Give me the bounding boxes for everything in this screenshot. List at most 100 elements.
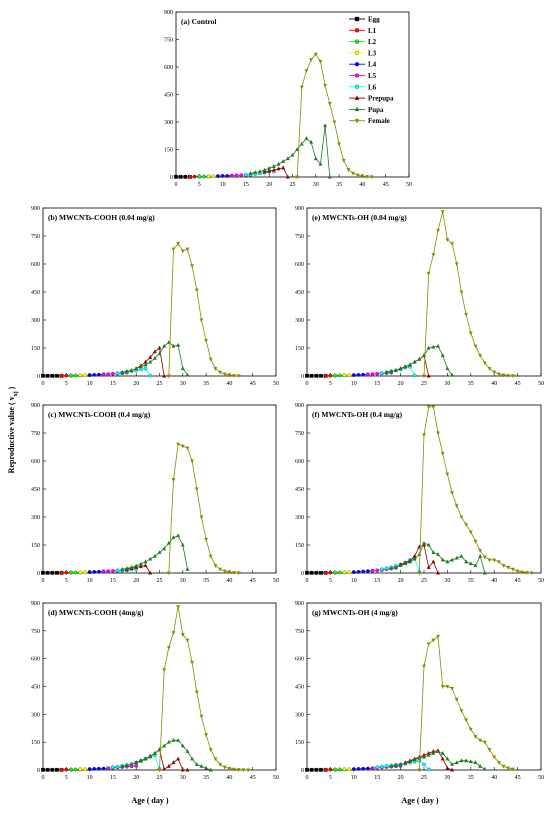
data-point	[464, 718, 469, 723]
x-tick-label: 40	[491, 578, 497, 584]
x-tick-label: 0	[306, 381, 309, 387]
panel-b: 0 150 300 450 600 750 900 0 5 10 15 20 25 30 35 40 45 50 (…	[31, 206, 279, 387]
legend-label: L4	[368, 61, 377, 69]
data-point	[180, 633, 185, 637]
data-point	[216, 174, 220, 178]
data-point	[162, 546, 167, 551]
data-point	[176, 756, 181, 761]
data-point	[431, 344, 436, 349]
panel-title: (f) MWCNTs-OH (0.4 mg/g)	[312, 410, 403, 419]
data-point	[124, 762, 129, 767]
panel-title: (c) MWCNTs-COOH (0.4 mg/g)	[48, 410, 151, 419]
data-point	[347, 767, 351, 772]
data-point	[510, 767, 515, 772]
data-point	[83, 767, 87, 772]
data-point	[111, 765, 115, 770]
y-tick-label: 300	[31, 712, 40, 718]
data-point	[208, 554, 213, 559]
data-point	[257, 169, 262, 174]
data-point	[152, 355, 157, 360]
data-point	[417, 551, 422, 556]
x-tick-label: 20	[133, 775, 139, 781]
data-point	[202, 174, 206, 179]
data-point	[134, 366, 139, 371]
data-point	[148, 556, 153, 561]
legend-item: Egg	[349, 16, 380, 24]
x-tick-label: 5	[329, 578, 332, 584]
panel-title: (d) MWCNTs-COOH (4mg/g)	[48, 608, 144, 617]
data-point	[305, 570, 309, 575]
series-female	[166, 241, 241, 379]
data-point	[171, 478, 176, 483]
data-point	[408, 759, 412, 764]
y-tick-label: 0	[301, 571, 304, 577]
data-point	[59, 570, 64, 575]
data-point	[276, 161, 281, 166]
y-tick-label: 150	[295, 346, 304, 352]
data-point	[222, 569, 227, 574]
data-point	[180, 444, 185, 449]
data-point	[360, 174, 365, 179]
data-point	[426, 565, 431, 569]
data-point	[314, 767, 319, 772]
data-point	[115, 371, 120, 376]
data-point	[398, 366, 403, 371]
data-point	[492, 370, 497, 375]
data-point	[398, 563, 403, 568]
data-point	[384, 566, 389, 571]
data-point	[78, 570, 83, 575]
x-tick-label: 40	[226, 578, 232, 584]
data-point	[139, 367, 143, 372]
y-tick-label: 900	[164, 10, 173, 16]
data-point	[355, 173, 360, 178]
data-point	[318, 59, 323, 64]
y-tick-label: 450	[31, 290, 40, 296]
data-point	[370, 766, 375, 770]
data-point	[422, 374, 426, 379]
data-point	[450, 372, 455, 377]
data-point	[436, 228, 440, 233]
data-point	[267, 168, 272, 173]
y-tick-label: 300	[295, 515, 304, 521]
x-tick-label: 20	[398, 381, 404, 387]
plot-frame	[306, 602, 542, 771]
data-point	[199, 714, 204, 719]
data-point	[171, 760, 176, 765]
data-point	[227, 373, 232, 378]
y-tick-label: 0	[37, 768, 40, 774]
series-prepupa	[398, 542, 440, 575]
data-point	[83, 570, 87, 575]
data-point	[101, 766, 106, 771]
data-point	[333, 767, 337, 772]
data-point	[180, 767, 185, 772]
data-point	[138, 364, 143, 369]
data-point	[426, 642, 431, 647]
data-point	[337, 767, 342, 772]
data-point	[59, 373, 64, 378]
x-tick-label: 15	[110, 381, 116, 387]
y-tick-label: 600	[295, 657, 304, 663]
data-point	[333, 570, 337, 575]
data-point	[309, 58, 314, 63]
data-point	[440, 684, 445, 689]
series-female	[295, 52, 374, 180]
data-point	[403, 761, 408, 766]
data-point	[464, 522, 469, 527]
y-tick-label: 900	[295, 601, 304, 607]
legend-item: L2	[349, 38, 377, 46]
x-tick-label: 25	[421, 578, 427, 584]
data-point	[227, 767, 232, 771]
data-point	[332, 120, 337, 125]
data-point	[171, 343, 176, 348]
x-tick-label: 15	[110, 578, 116, 584]
x-tick-label: 35	[336, 182, 342, 188]
x-tick-label: 5	[65, 578, 68, 584]
x-tick-label: 50	[273, 578, 279, 584]
series-line	[418, 406, 532, 574]
data-point	[87, 570, 92, 574]
data-point	[190, 660, 195, 665]
x-tick-label: 45	[250, 578, 256, 584]
data-point	[211, 174, 216, 179]
